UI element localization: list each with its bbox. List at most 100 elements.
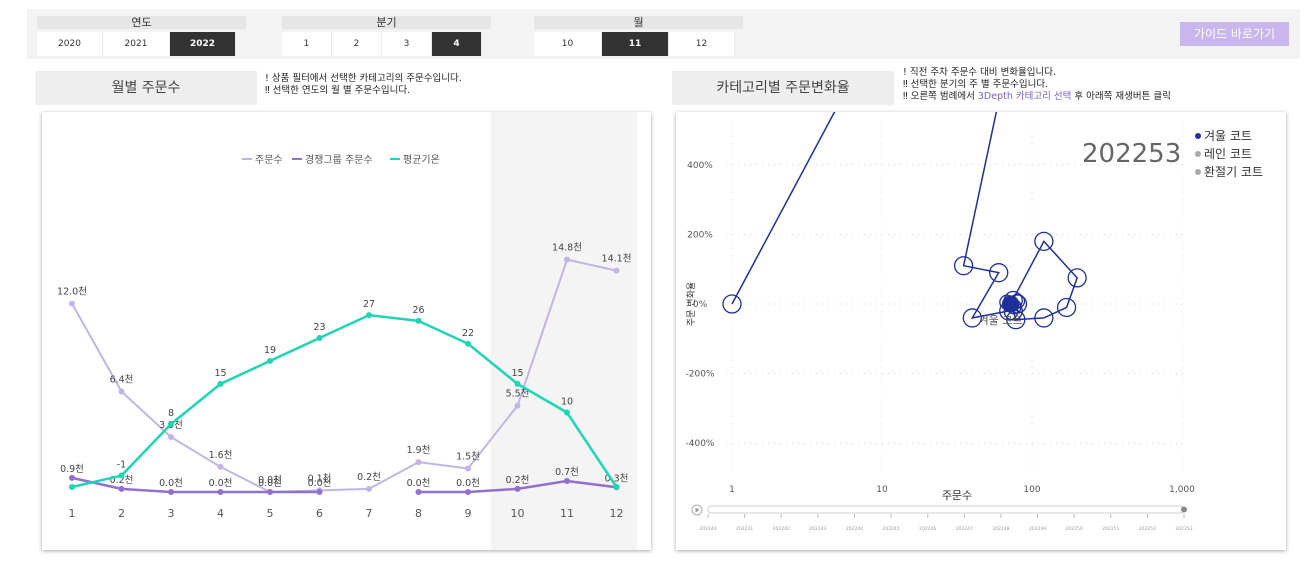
trail-point — [1067, 268, 1087, 288]
data-label: 0.0천 — [209, 478, 233, 489]
series-point-2 — [69, 474, 75, 481]
series-point-2 — [564, 478, 570, 485]
x-tick-label: 7 — [366, 507, 373, 520]
timeline-label: 202244 — [846, 526, 863, 532]
x-tick-label: 9 — [465, 507, 472, 520]
quarter-highlight-band — [490, 112, 637, 550]
legend-label: 평균기온 — [403, 154, 440, 166]
series-point-2 — [316, 489, 323, 495]
x-tick-label: 10 — [511, 507, 525, 520]
series-point-1 — [564, 256, 570, 263]
data-label: 0.0천 — [456, 478, 480, 489]
data-label: 0.0천 — [308, 478, 332, 489]
legend-dot — [1195, 169, 1201, 175]
series-point-3 — [366, 312, 372, 319]
series-point-1 — [366, 485, 372, 492]
legend-item[interactable]: 레인 코트 — [1195, 147, 1252, 161]
category-change-scatter-chart: 400% 200% 0% -200% -400% 1 10 100 1,000 주문수 주문 변화율… — [686, 112, 1263, 532]
trail-point — [1006, 299, 1022, 315]
quarter-option-3[interactable]: 3 — [382, 32, 432, 56]
year-option-2020[interactable]: 2020 — [37, 32, 103, 56]
data-label: 27 — [363, 299, 375, 310]
trail-point — [962, 308, 982, 328]
y-tick-label: -400% — [686, 439, 715, 449]
y-axis-title: 주문 변화율 — [686, 282, 697, 326]
series-point-1 — [217, 463, 224, 470]
series-point-3 — [69, 484, 75, 490]
legend-label: 경쟁그룹 주문수 — [305, 153, 373, 166]
series-point-1 — [514, 402, 521, 409]
category-change-chart-card: 400% 200% 0% -200% -400% 1 10 100 1,000 주문수 주문 변화율… — [676, 112, 1286, 550]
series-point-2 — [465, 489, 471, 495]
series-line-1 — [71, 258, 617, 493]
month-option-11[interactable]: 11 — [602, 32, 669, 56]
year-options: 2020 2021 2022 — [37, 32, 246, 56]
series-point-3 — [267, 357, 273, 364]
legend-dot — [1195, 133, 1201, 139]
note-line: ‼ 선택한 분기의 주 별 주문수입니다. — [903, 79, 1049, 90]
year-option-2022[interactable]: 2022 — [170, 32, 236, 56]
timeline-label: 202252 — [1139, 526, 1156, 532]
point-label: 겨울 코트 — [979, 314, 1023, 327]
x-axis-title: 주문수 — [942, 489, 972, 502]
y-tick-label: 400% — [687, 161, 713, 171]
play-slider-handle[interactable] — [1181, 506, 1187, 513]
trail-point — [953, 256, 974, 276]
data-label: 22 — [462, 328, 474, 339]
month-option-10[interactable]: 10 — [534, 32, 602, 56]
data-label: 0.1천 — [308, 473, 332, 484]
data-label: 0.2천 — [357, 472, 381, 483]
play-slider-track[interactable] — [707, 505, 1185, 514]
category-change-notes: ! 직전 주차 주문수 대비 변화율입니다. ‼ 선택한 분기의 주 별 주문수… — [903, 67, 1171, 103]
series-point-1 — [613, 267, 620, 274]
monthly-orders-title: 월별 주문수 — [35, 71, 257, 105]
quarter-option-1[interactable]: 1 — [282, 32, 332, 56]
year-option-2021[interactable]: 2021 — [103, 32, 170, 56]
year-slicer-title: 연도 — [37, 16, 246, 29]
month-slicer-title: 월 — [534, 16, 743, 29]
trail-point — [989, 263, 1009, 283]
series-point-3 — [465, 340, 471, 347]
trail-group — [722, 112, 1087, 330]
series-point-2 — [118, 485, 125, 492]
note-highlight: 3Depth 카테고리 선택 — [977, 91, 1072, 102]
play-button-ring — [691, 504, 703, 516]
guide-button[interactable]: 가이드 바로가기 — [1180, 22, 1289, 46]
quarter-option-4[interactable]: 4 — [432, 32, 482, 56]
category-change-title: 카테고리별 주문변화율 — [672, 71, 894, 105]
series-point-3 — [613, 484, 620, 490]
y-tick-label: 200% — [687, 230, 713, 240]
data-label: 0.9천 — [60, 464, 84, 475]
data-label: 0.0천 — [407, 478, 431, 489]
series-point-1 — [118, 388, 125, 395]
x-tick-label: 11 — [560, 507, 574, 520]
series-point-1 — [415, 459, 422, 466]
note-line: ! 상품 필터에서 선택한 카테고리의 주문수입니다. — [265, 73, 462, 84]
note-line: ‼ 선택한 연도의 월 별 주문수입니다. — [265, 85, 411, 96]
x-tick-label: 100 — [1023, 485, 1040, 495]
play-button[interactable] — [691, 504, 703, 516]
data-label: 0.2천 — [110, 475, 134, 486]
note-text: 후 아래쪽 재생버튼 클릭 — [1071, 91, 1171, 102]
legend-label: 환절기 코트 — [1204, 165, 1263, 179]
data-label: 0.0천 — [159, 478, 183, 489]
trail-point — [722, 294, 742, 314]
data-label: 1.5천 — [456, 451, 480, 462]
series-point-3 — [316, 335, 323, 342]
play-icon — [695, 507, 700, 513]
trail-point — [1056, 297, 1077, 318]
series-point-3 — [217, 380, 224, 387]
data-label: 1.6천 — [209, 450, 233, 461]
month-option-12[interactable]: 12 — [669, 32, 735, 56]
legend-label: 주문수 — [255, 154, 283, 166]
note-line: ‼ 오른쪽 범례에서 3Depth 카테고리 선택 후 아래쪽 재생버튼 클릭 — [903, 91, 1171, 103]
quarter-option-2[interactable]: 2 — [332, 32, 382, 56]
series-point-3 — [118, 472, 125, 479]
legend-item[interactable]: 환절기 코트 — [1195, 165, 1263, 179]
x-tick-label: 2 — [118, 507, 125, 520]
timeline-label: 202246 — [919, 526, 936, 532]
legend-item[interactable]: 겨울 코트 — [1195, 129, 1252, 143]
